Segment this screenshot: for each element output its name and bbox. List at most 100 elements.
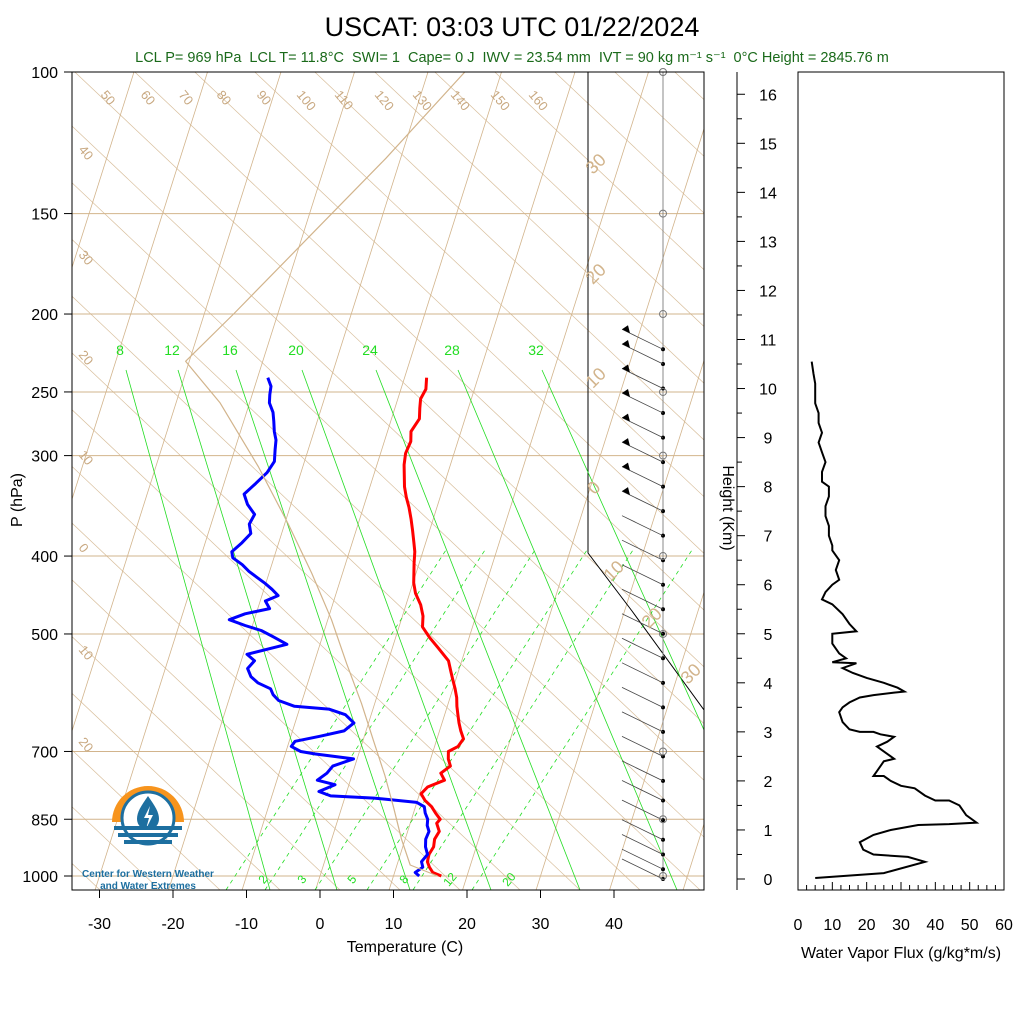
height-tick-label: 13 [759,234,777,251]
dry-adiabat-line [72,465,521,890]
mixing-ratio-label: 16 [222,342,238,358]
wind-barb-flag [622,389,630,398]
height-tick-label: 15 [759,136,777,153]
y-tick-label: 500 [31,627,58,644]
skewt-ylabel: P (hPa) [9,473,26,527]
height-tick-label: 4 [764,676,773,693]
dry-adiabat-line [72,125,704,725]
wind-barb [621,760,664,782]
isotherm-line [241,72,502,890]
wind-level-ring [659,747,667,756]
flux-x-tick-label: 50 [961,917,979,934]
height-tick-label: 1 [764,823,773,840]
mixing-ratio-line [375,369,581,890]
height-tick-label: 2 [764,774,773,791]
subtitle-swi: SWI= 1 [352,50,400,66]
mixing-ratio-label: 28 [444,342,460,358]
dry-adiabat-label: 10 [600,557,628,585]
isotherm-label-left: 30 [76,247,97,268]
isotherm-line [94,72,355,890]
isotherm-line [462,127,704,890]
wind-barb [621,613,664,635]
height-tick-label: 0 [764,872,773,889]
dry-adiabat-line [860,0,1024,890]
y-tick-label: 150 [31,207,58,224]
height-tick-label: 6 [764,578,773,595]
dry-adiabat-line [72,636,341,890]
wind-level-ring [659,629,667,638]
subtitle-lcl-t: LCL T= 11.8°C [249,50,344,66]
logo-wave-3 [124,840,172,844]
isotherm-line [315,72,576,890]
wind-barb [621,588,664,610]
isotherm-line [72,72,208,501]
isotherm-label: 100 [294,87,319,113]
dry-adiabat-line [680,0,1024,890]
mixing-ratio-label: 8 [116,342,124,358]
dry-adiabat-line [72,579,401,890]
wind-barb-flag [622,438,630,447]
skewt-frame [71,71,705,891]
isotherm-label: 130 [410,87,435,113]
dry-adiabat-label: 10 [582,364,610,392]
flux-axes: 0 10 20 30 40 50 60 [794,882,1013,934]
dry-adiabat-line [494,72,704,271]
flux-x-tick-label: 60 [995,917,1013,934]
wind-barb-flag [622,462,630,471]
wind-barb [621,539,664,561]
skewt-background [72,0,1024,890]
dry-adiabat-line [614,72,704,157]
skewt-xlabel: Temperature (C) [347,939,463,956]
isotherm-label-left: 20 [76,347,97,368]
height-tick-label: 5 [764,627,773,644]
wind-level-ring [659,451,667,460]
mixing-ratio-lines [125,369,704,890]
height-tick-label: 10 [759,382,777,399]
x-tick-label: 20 [458,916,476,933]
logo-wave-2 [118,833,178,837]
skewt-labels: 50 60 70 80 90 100 110 120 130 140 150 160403020100… [76,87,705,889]
wind-barb-flag [622,413,630,422]
dry-adiabat-line [920,0,1024,890]
height-tick-label: 14 [759,185,777,202]
isotherm-label: 80 [214,87,235,108]
x-tick-label: 30 [532,916,550,933]
dry-adiabat-label: 30 [582,150,610,178]
dry-adiabat-label: 0 [583,477,604,498]
dry-adiabat-line [620,0,1024,890]
mixing-ratio-line [125,369,271,890]
isotherm-label-left: 10 [76,642,97,663]
wind-barb [621,848,664,870]
mixing-ratio-dashed-line [412,549,634,890]
isotherm-line [72,72,282,733]
wind-barb-flag [622,487,630,496]
wind-barb-flag [622,340,630,349]
dry-adiabat-line [254,72,704,498]
wind-level-ring [659,209,667,218]
x-tick-label: 0 [316,916,325,933]
x-tick-label: 10 [385,916,403,933]
height-tick-label: 12 [759,283,777,300]
dry-adiabat-line [554,72,704,214]
isotherm-label-left: 10 [76,447,97,468]
wind-barb-profile [621,68,667,881]
x-tick-label: -20 [161,916,184,933]
height-tick-label: 16 [759,87,777,104]
isotherm-line [388,72,649,890]
wind-barb [621,637,664,659]
isotherm-line [535,359,704,890]
dry-adiabat-line [374,72,704,384]
wind-barb [621,662,664,684]
wind-level-ring [659,387,667,396]
mixing-ratio-label: 20 [288,342,304,358]
flux-xlabel: Water Vapor Flux (g/kg*m/s) [801,945,1001,962]
wind-level-ring [659,872,667,880]
dry-adiabat-line [740,0,1024,890]
wind-barb [621,686,664,708]
skewt-axes: -30 -20 -10 0 10 20 30 401001502002503004005007… [22,65,623,933]
y-tick-label: 1000 [22,869,58,886]
mixing-ratio-line [457,369,678,890]
mixing-ratio-line [235,369,411,890]
dry-adiabat-label: 20 [582,260,610,288]
